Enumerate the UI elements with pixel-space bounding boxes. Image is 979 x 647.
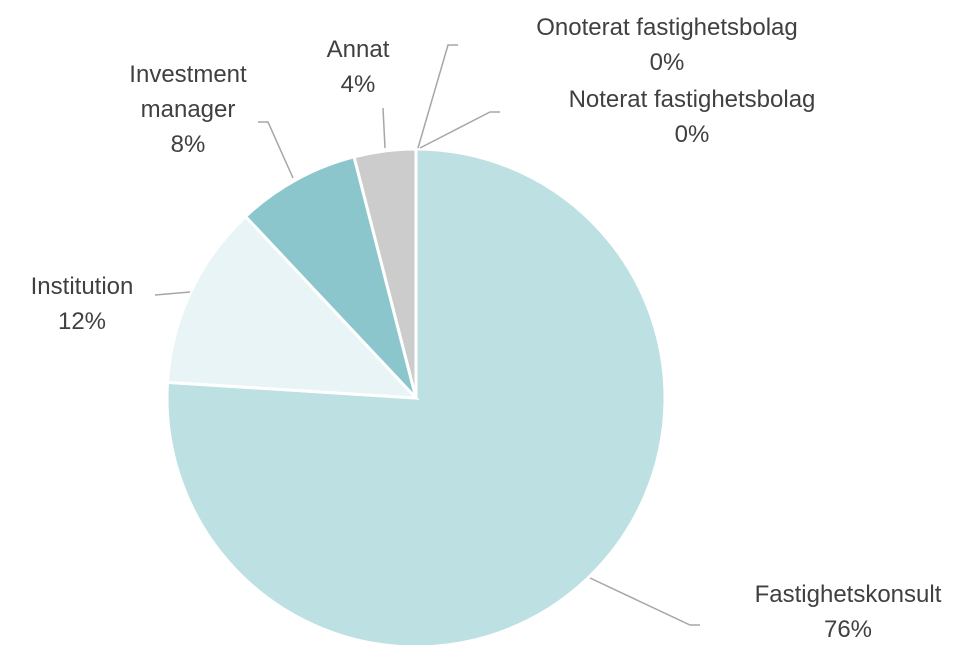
leader-line [154, 291, 191, 296]
category-label: Noterat fastighetsbolag [568, 86, 816, 113]
data-label: Annat 4% [327, 32, 390, 102]
category-label: Institution [30, 273, 134, 300]
pie-slice [165, 214, 420, 400]
data-label: Onoterat fastighetsbolag 0% [536, 10, 798, 80]
value-label: 12% [57, 308, 107, 335]
leader-line [419, 111, 500, 149]
value-label: 4% [340, 71, 376, 98]
leader-line [589, 577, 700, 626]
data-label: Investment manager 8% [108, 57, 268, 162]
value-label: 0% [674, 121, 710, 148]
leader-line [382, 107, 386, 149]
category-label: Annat [326, 36, 390, 63]
data-label: Noterat fastighetsbolag 0% [569, 82, 816, 152]
data-label: Institution 12% [31, 269, 134, 339]
data-label: Fastighetskonsult 76% [755, 577, 942, 647]
category-label: Onoterat fastighetsbolag [536, 14, 798, 41]
value-label: 76% [823, 616, 873, 643]
category-label: Investment manager [129, 61, 247, 123]
category-label: Fastighetskonsult [754, 581, 942, 608]
leader-line [258, 121, 294, 179]
value-label: 0% [649, 49, 685, 76]
pie-slice [243, 154, 418, 400]
leader-line [417, 44, 458, 149]
value-label: 8% [170, 131, 206, 158]
